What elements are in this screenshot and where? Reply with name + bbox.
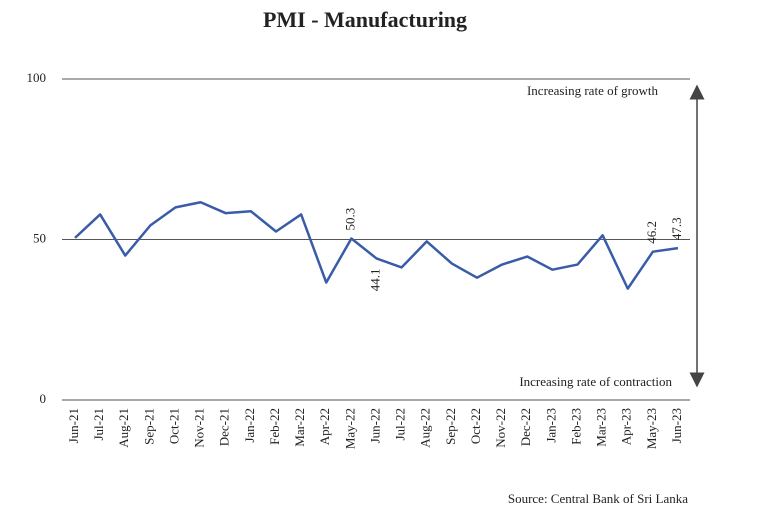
y-tick-label: 0 xyxy=(40,391,47,406)
x-tick-label: Aug-22 xyxy=(418,408,433,448)
x-tick-label: Oct-21 xyxy=(166,408,181,444)
x-tick-label: Oct-22 xyxy=(468,408,483,444)
x-tick-label: Jan-22 xyxy=(242,408,257,443)
x-tick-label: Jun-23 xyxy=(669,408,684,443)
source-note: Source: Central Bank of Sri Lanka xyxy=(508,491,688,506)
chart-title: PMI - Manufacturing xyxy=(263,7,467,32)
y-tick-label: 50 xyxy=(33,230,46,245)
x-tick-label: Nov-22 xyxy=(493,408,508,448)
data-label: 44.1 xyxy=(367,268,382,291)
x-tick-label: Jun-21 xyxy=(66,408,81,443)
x-tick-label: Dec-21 xyxy=(217,408,232,446)
x-tick-label: Dec-22 xyxy=(518,408,533,446)
x-tick-label: Jul-22 xyxy=(393,408,408,441)
annotation: Increasing rate of contraction xyxy=(519,374,672,389)
data-label: 47.3 xyxy=(669,217,684,240)
x-tick-label: Sep-21 xyxy=(141,408,156,445)
data-label: 50.3 xyxy=(342,208,357,231)
x-tick-label: Jun-22 xyxy=(367,408,382,443)
x-tick-label: Mar-22 xyxy=(292,408,307,447)
x-tick-label: Sep-22 xyxy=(443,408,458,445)
x-tick-label: May-23 xyxy=(644,408,659,449)
x-tick-label: Nov-21 xyxy=(192,408,207,448)
x-tick-label: Aug-21 xyxy=(116,408,131,448)
y-tick-label: 100 xyxy=(27,70,47,85)
x-tick-label: Feb-23 xyxy=(568,408,583,445)
x-tick-label: Jan-23 xyxy=(543,408,558,443)
x-tick-label: Jul-21 xyxy=(91,408,106,441)
x-tick-label: May-22 xyxy=(342,408,357,449)
data-label: 46.2 xyxy=(644,221,659,244)
annotation: Increasing rate of growth xyxy=(527,83,659,98)
x-tick-label: Apr-23 xyxy=(619,408,634,445)
x-tick-label: Feb-22 xyxy=(267,408,282,445)
line-series xyxy=(74,201,679,290)
x-tick-label: Apr-22 xyxy=(317,408,332,445)
x-tick-label: Mar-23 xyxy=(594,408,609,447)
